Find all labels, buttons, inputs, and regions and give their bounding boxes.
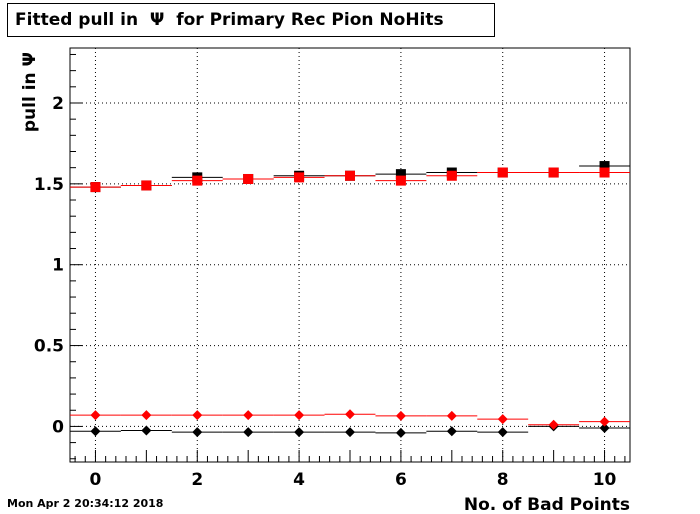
y-tick-label: 1.5 — [34, 175, 64, 195]
data-point-diamond — [345, 427, 355, 438]
data-point-diamond — [90, 426, 101, 437]
data-point-diamond — [141, 425, 152, 436]
data-point-diamond — [599, 416, 610, 427]
data-point-diamond — [446, 410, 457, 421]
data-point-diamond — [345, 409, 355, 420]
chart-title: Fitted pull in Ψ for Primary Rec Pion No… — [7, 3, 495, 37]
y-axis-label: pull in Ψ — [20, 52, 40, 132]
x-tick-label: 8 — [497, 470, 509, 490]
data-point-diamond — [395, 410, 406, 421]
data-point-diamond — [294, 410, 305, 421]
x-tick-label: 0 — [90, 470, 102, 490]
data-point-diamond — [192, 410, 203, 421]
y-tick-labels: 0 0.5 1 1.5 2 — [34, 94, 64, 437]
data-series-group — [70, 409, 630, 430]
data-point-square — [446, 170, 457, 181]
y-tick-label: 0.5 — [34, 337, 64, 357]
data-point-diamond — [243, 410, 254, 421]
data-point-square — [90, 182, 101, 193]
data-point-square — [599, 161, 610, 172]
data-series-group — [70, 421, 630, 438]
data-point-diamond — [294, 427, 305, 438]
plot-frame — [69, 47, 631, 463]
data-point-diamond — [599, 423, 610, 434]
x-axis-label: No. of Bad Points — [464, 495, 630, 514]
data-point-square — [243, 173, 254, 184]
data-series — [70, 161, 630, 438]
y-tick-label: 2 — [52, 94, 64, 114]
data-point-diamond — [548, 419, 559, 430]
x-tick-label: 4 — [293, 470, 305, 490]
data-point-square — [395, 175, 406, 186]
axis-ticks — [70, 53, 626, 462]
data-point-diamond — [90, 410, 101, 421]
data-point-square — [345, 170, 355, 181]
data-point-diamond — [243, 427, 254, 438]
data-point-diamond — [141, 410, 152, 421]
data-point-square — [141, 180, 152, 191]
x-tick-label: 2 — [191, 470, 203, 490]
y-tick-label: 1 — [52, 256, 64, 276]
data-point-diamond — [192, 427, 203, 438]
x-tick-labels: 0 2 4 6 8 10 — [90, 470, 617, 490]
data-point-square — [497, 167, 508, 178]
data-point-diamond — [395, 427, 406, 438]
data-point-square — [599, 167, 610, 178]
data-point-diamond — [497, 414, 508, 425]
data-point-diamond — [446, 426, 457, 437]
data-point-square — [294, 172, 305, 183]
data-series-group — [70, 167, 630, 193]
timestamp: Mon Apr 2 20:34:12 2018 — [7, 497, 164, 510]
data-point-square — [548, 167, 559, 178]
data-point-diamond — [497, 427, 508, 438]
x-tick-label: 6 — [395, 470, 407, 490]
data-point-square — [192, 175, 203, 186]
grid-lines — [70, 48, 630, 462]
data-point-square — [395, 169, 406, 180]
y-tick-label: 0 — [52, 417, 64, 437]
x-tick-label: 10 — [593, 470, 617, 490]
